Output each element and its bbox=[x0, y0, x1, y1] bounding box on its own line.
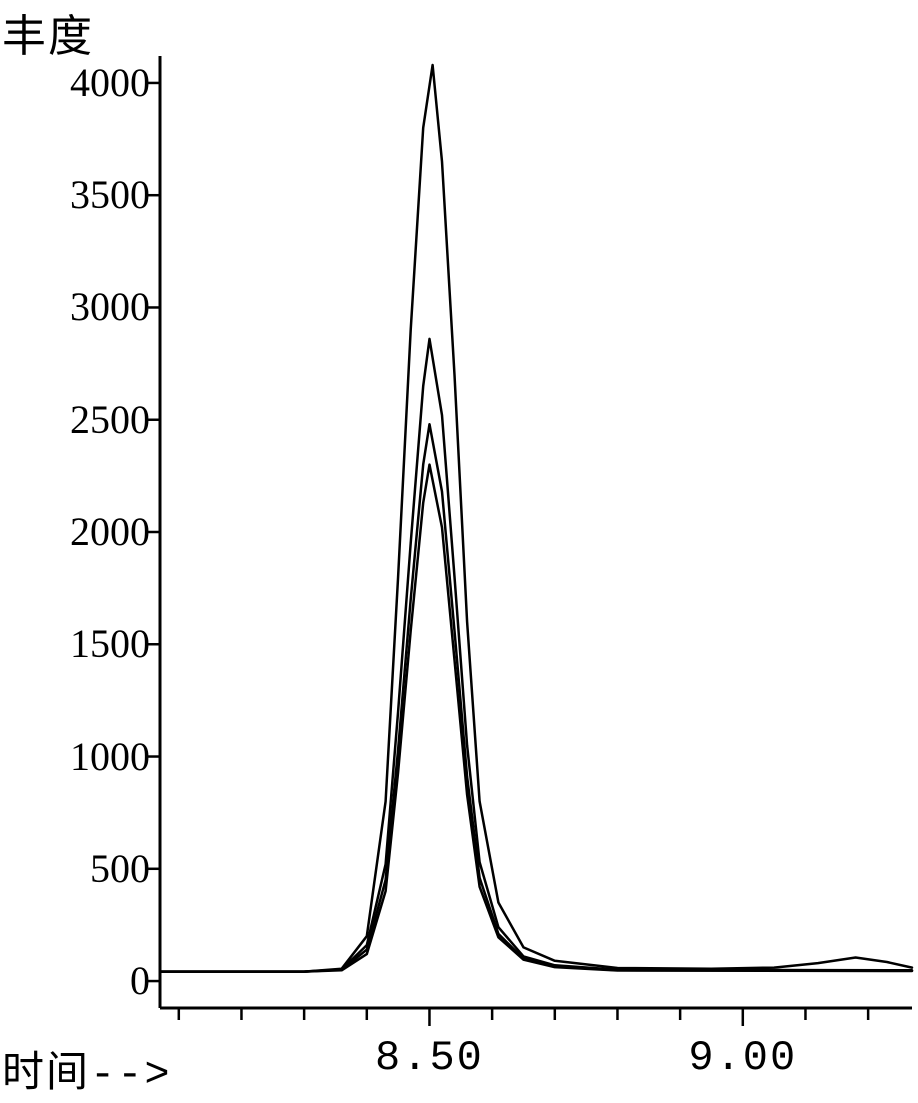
y-tick-label: 3500 bbox=[10, 171, 150, 218]
series-trace-high bbox=[160, 65, 912, 972]
y-tick-label: 500 bbox=[10, 845, 150, 892]
x-tick-label: 9.00 bbox=[673, 1034, 813, 1082]
y-tick-label: 4000 bbox=[10, 59, 150, 106]
y-tick-label: 1000 bbox=[10, 733, 150, 780]
chart-container: 丰度 时间--> 0500100015002000250030003500400… bbox=[0, 0, 918, 1103]
y-tick-label: 1500 bbox=[10, 620, 150, 667]
y-tick-label: 3000 bbox=[10, 283, 150, 330]
y-tick-label: 2000 bbox=[10, 508, 150, 555]
x-tick-label: 8.50 bbox=[359, 1034, 499, 1082]
y-tick-label: 2500 bbox=[10, 396, 150, 443]
series-trace-low-a bbox=[160, 424, 912, 971]
y-tick-label: 0 bbox=[10, 957, 150, 1004]
series-trace-mid bbox=[160, 339, 912, 972]
series-trace-low-b bbox=[160, 465, 912, 972]
